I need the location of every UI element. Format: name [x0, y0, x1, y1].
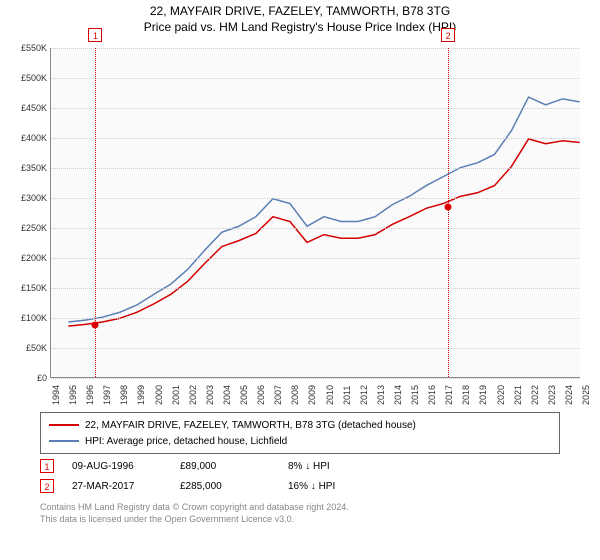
- event-id-box: 1: [40, 459, 54, 473]
- legend-swatch: [49, 440, 79, 442]
- event-date: 27-MAR-2017: [72, 481, 162, 492]
- x-axis-label: 2007: [273, 385, 283, 405]
- x-axis-label: 2023: [547, 385, 557, 405]
- x-axis-label: 2014: [393, 385, 403, 405]
- event-id-box: 2: [40, 479, 54, 493]
- x-axis-label: 2004: [222, 385, 232, 405]
- y-gridline: [51, 138, 580, 139]
- legend-swatch: [49, 424, 79, 426]
- y-axis-label: £550K: [7, 43, 47, 53]
- x-axis-label: 2020: [496, 385, 506, 405]
- credits: Contains HM Land Registry data © Crown c…: [40, 502, 560, 525]
- series-line: [68, 139, 579, 326]
- y-gridline: [51, 318, 580, 319]
- x-axis-label: 2021: [513, 385, 523, 405]
- y-gridline: [51, 288, 580, 289]
- y-axis-label: £300K: [7, 193, 47, 203]
- x-axis-label: 1997: [102, 385, 112, 405]
- y-axis-label: £0: [7, 373, 47, 383]
- y-axis-label: £400K: [7, 133, 47, 143]
- event-marker-box: 2: [441, 28, 455, 42]
- price-chart: £0£50K£100K£150K£200K£250K£300K£350K£400…: [50, 48, 580, 378]
- x-axis-label: 2025: [581, 385, 591, 405]
- y-gridline: [51, 378, 580, 379]
- event-delta: 16% ↓ HPI: [288, 481, 378, 492]
- y-gridline: [51, 228, 580, 229]
- event-row: 1 09-AUG-1996 £89,000 8% ↓ HPI: [40, 456, 560, 476]
- legend: 22, MAYFAIR DRIVE, FAZELEY, TAMWORTH, B7…: [40, 412, 560, 454]
- x-axis-label: 2019: [478, 385, 488, 405]
- x-axis-label: 2011: [342, 386, 352, 405]
- x-axis-label: 2018: [461, 385, 471, 405]
- x-axis-label: 1999: [136, 385, 146, 405]
- y-gridline: [51, 108, 580, 109]
- x-axis-label: 2024: [564, 385, 574, 405]
- event-date: 09-AUG-1996: [72, 461, 162, 472]
- event-price: £285,000: [180, 481, 270, 492]
- title-line1: 22, MAYFAIR DRIVE, FAZELEY, TAMWORTH, B7…: [0, 4, 600, 18]
- y-gridline: [51, 78, 580, 79]
- y-axis-label: £150K: [7, 283, 47, 293]
- y-gridline: [51, 168, 580, 169]
- x-axis-label: 2005: [239, 385, 249, 405]
- x-axis-label: 1994: [51, 385, 61, 405]
- x-axis-label: 2002: [188, 385, 198, 405]
- y-axis-label: £450K: [7, 103, 47, 113]
- x-axis-label: 2015: [410, 385, 420, 405]
- y-gridline: [51, 198, 580, 199]
- y-gridline: [51, 48, 580, 49]
- y-gridline: [51, 348, 580, 349]
- x-axis-label: 2001: [171, 385, 181, 405]
- event-row: 2 27-MAR-2017 £285,000 16% ↓ HPI: [40, 476, 560, 496]
- legend-label: 22, MAYFAIR DRIVE, FAZELEY, TAMWORTH, B7…: [85, 420, 416, 431]
- x-axis-label: 2013: [376, 385, 386, 405]
- event-marker-box: 1: [88, 28, 102, 42]
- y-gridline: [51, 258, 580, 259]
- x-axis-label: 2000: [154, 385, 164, 405]
- y-axis-label: £50K: [7, 343, 47, 353]
- legend-row: 22, MAYFAIR DRIVE, FAZELEY, TAMWORTH, B7…: [49, 417, 551, 433]
- x-axis-label: 2009: [307, 385, 317, 405]
- credits-line2: This data is licensed under the Open Gov…: [40, 514, 560, 526]
- x-axis-label: 1998: [119, 385, 129, 405]
- page: 22, MAYFAIR DRIVE, FAZELEY, TAMWORTH, B7…: [0, 0, 600, 560]
- credits-line1: Contains HM Land Registry data © Crown c…: [40, 502, 560, 514]
- event-vline: [448, 48, 449, 377]
- event-price: £89,000: [180, 461, 270, 472]
- y-axis-label: £100K: [7, 313, 47, 323]
- y-axis-label: £500K: [7, 73, 47, 83]
- x-axis-label: 2010: [325, 385, 335, 405]
- x-axis-label: 2017: [444, 385, 454, 405]
- x-axis-label: 2008: [290, 385, 300, 405]
- y-axis-label: £350K: [7, 163, 47, 173]
- y-axis-label: £200K: [7, 253, 47, 263]
- x-axis-label: 1996: [85, 385, 95, 405]
- event-delta: 8% ↓ HPI: [288, 461, 378, 472]
- event-marker-dot: [445, 204, 452, 211]
- x-axis-label: 2003: [205, 385, 215, 405]
- x-axis-label: 2022: [530, 385, 540, 405]
- legend-label: HPI: Average price, detached house, Lich…: [85, 436, 287, 447]
- legend-row: HPI: Average price, detached house, Lich…: [49, 433, 551, 449]
- x-axis-label: 2006: [256, 385, 266, 405]
- event-marker-dot: [92, 321, 99, 328]
- x-axis-label: 1995: [68, 385, 78, 405]
- x-axis-label: 2016: [427, 385, 437, 405]
- y-axis-label: £250K: [7, 223, 47, 233]
- chart-lines: [51, 48, 580, 377]
- events-table: 1 09-AUG-1996 £89,000 8% ↓ HPI 2 27-MAR-…: [40, 456, 560, 496]
- x-axis-label: 2012: [359, 385, 369, 405]
